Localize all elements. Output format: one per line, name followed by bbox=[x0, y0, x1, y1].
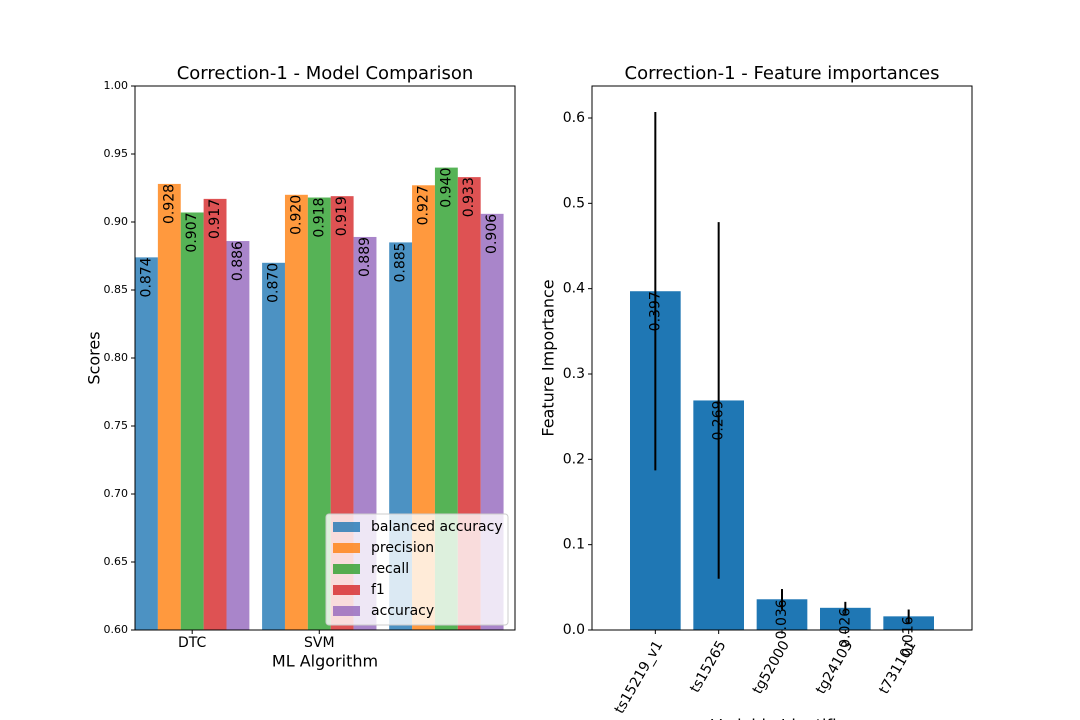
value-label: 0.886 bbox=[230, 241, 246, 281]
value-label: 0.907 bbox=[184, 212, 200, 252]
legend-label: recall bbox=[371, 561, 409, 577]
chart-title: Correction-1 - Model Comparison bbox=[177, 63, 474, 84]
value-label: 0.918 bbox=[311, 198, 327, 238]
y-tick-label: 0.2 bbox=[563, 451, 585, 467]
bar bbox=[307, 197, 331, 630]
chart-title: Correction-1 - Feature importances bbox=[625, 63, 940, 84]
bar bbox=[135, 257, 158, 630]
y-tick-label: 0.4 bbox=[563, 281, 585, 297]
legend-label: balanced accuracy bbox=[371, 519, 503, 535]
bar bbox=[820, 607, 871, 630]
y-tick-label: 0.90 bbox=[104, 215, 129, 228]
y-axis-label: Scores bbox=[85, 331, 104, 384]
value-label: 0.906 bbox=[484, 214, 500, 254]
x-tick-label: SVM bbox=[304, 635, 335, 651]
legend-swatch bbox=[333, 564, 360, 574]
y-tick-label: 0.0 bbox=[563, 622, 585, 638]
x-tick-label: DTC bbox=[178, 635, 207, 651]
y-tick-label: 0.85 bbox=[104, 283, 129, 296]
bar bbox=[226, 241, 250, 631]
legend-swatch bbox=[333, 543, 360, 553]
x-axis-label: Variable Identifier bbox=[711, 716, 853, 720]
legend-swatch bbox=[333, 522, 360, 532]
y-tick-label: 0.5 bbox=[563, 195, 585, 211]
legend-swatch bbox=[333, 585, 360, 595]
value-label: 0.928 bbox=[161, 184, 177, 224]
legend-label: precision bbox=[371, 540, 434, 556]
bar bbox=[157, 183, 181, 631]
x-tick-label: tg52000 bbox=[750, 638, 793, 697]
x-tick-label: ts15219_v1 bbox=[612, 638, 667, 717]
y-tick-label: 0.70 bbox=[104, 487, 129, 500]
bar bbox=[284, 194, 308, 631]
bar bbox=[180, 212, 204, 631]
bar bbox=[203, 198, 227, 630]
value-label: 0.919 bbox=[334, 196, 350, 236]
y-tick-label: 0.65 bbox=[104, 555, 129, 568]
value-label: 0.920 bbox=[288, 195, 304, 235]
legend-label: accuracy bbox=[371, 603, 434, 619]
y-tick-label: 0.95 bbox=[104, 147, 129, 160]
axes-frame bbox=[134, 85, 516, 631]
y-tick-label: 0.80 bbox=[104, 351, 129, 364]
value-label: 0.870 bbox=[266, 263, 282, 303]
x-tick-label: ts15265 bbox=[687, 638, 730, 696]
y-tick-label: 1.00 bbox=[104, 79, 129, 92]
value-label: 0.016 bbox=[901, 616, 917, 656]
value-label: 0.933 bbox=[461, 177, 477, 217]
value-label: 0.940 bbox=[438, 168, 454, 208]
value-label: 0.885 bbox=[393, 242, 409, 282]
value-label: 0.036 bbox=[774, 599, 790, 639]
legend-box bbox=[325, 513, 509, 626]
value-label: 0.026 bbox=[837, 608, 853, 648]
y-tick-label: 0.75 bbox=[104, 419, 129, 432]
legend-swatch bbox=[333, 606, 360, 616]
y-tick-label: 0.60 bbox=[104, 623, 129, 636]
x-axis-label: ML Algorithm bbox=[272, 652, 378, 671]
axes-frame bbox=[591, 85, 973, 631]
y-tick-label: 0.6 bbox=[563, 110, 585, 126]
value-label: 0.889 bbox=[357, 237, 373, 277]
value-label: 0.917 bbox=[207, 199, 223, 239]
y-axis-label: Feature Importance bbox=[539, 279, 558, 436]
value-label: 0.927 bbox=[415, 185, 431, 225]
y-tick-label: 0.3 bbox=[563, 366, 585, 382]
y-tick-label: 0.1 bbox=[563, 537, 585, 553]
value-label: 0.874 bbox=[138, 257, 154, 297]
legend-label: f1 bbox=[371, 582, 385, 598]
bar bbox=[262, 262, 285, 630]
